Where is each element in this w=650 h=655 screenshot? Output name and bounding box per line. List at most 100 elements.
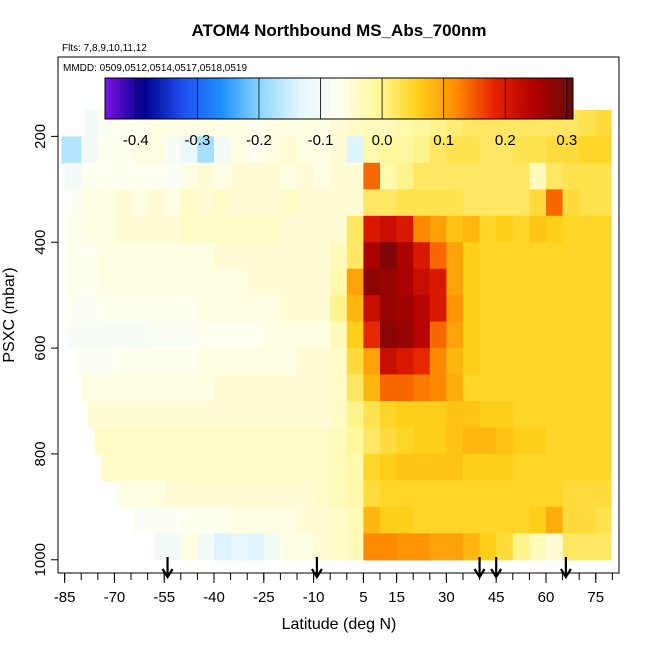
colorbar-segment <box>181 78 185 119</box>
heat-cell <box>131 401 149 429</box>
heat-cell <box>131 427 149 455</box>
heat-cell <box>280 348 298 376</box>
heat-cell <box>429 215 447 243</box>
colorbar-segment <box>409 78 413 119</box>
colorbar-segment <box>464 78 469 119</box>
heat-cell <box>247 162 265 190</box>
heat-cell <box>197 506 215 534</box>
heat-cell <box>64 162 82 190</box>
flight-marker-arrowhead <box>310 568 323 580</box>
heat-cell <box>479 533 497 561</box>
heat-cell <box>546 427 564 455</box>
heat-cell <box>214 136 232 164</box>
heat-cell <box>363 506 381 534</box>
colorbar-segment <box>537 78 542 119</box>
y-tick-label: 800 <box>32 441 49 466</box>
dates-note: MMDD: 0509,0512,0514,0517,0518,0519 <box>63 63 247 74</box>
heat-cell <box>263 215 281 243</box>
heat-cell <box>496 533 514 561</box>
heat-cell <box>396 533 414 561</box>
heat-cell <box>180 427 198 455</box>
heat-cell <box>280 506 298 534</box>
colorbar-segment <box>353 78 357 119</box>
heat-cell <box>446 453 464 481</box>
heat-cell <box>230 348 248 376</box>
heat-cell <box>446 348 464 376</box>
heat-cell <box>479 215 497 243</box>
colorbar-segment <box>488 78 492 119</box>
heat-cell <box>214 215 232 243</box>
heat-cell <box>197 401 215 429</box>
colorbar-segment <box>183 78 188 119</box>
colorbar-segment <box>219 78 223 119</box>
heat-cell <box>164 533 182 561</box>
colorbar-segment <box>491 78 495 119</box>
heat-cell <box>330 136 348 164</box>
heat-cell <box>164 480 182 508</box>
heat-cell <box>247 189 265 217</box>
heat-cell <box>197 453 215 481</box>
heat-cell <box>131 242 149 270</box>
colorbar-segment <box>330 78 334 119</box>
heat-cell <box>131 348 149 376</box>
heatmap-layer <box>61 109 612 561</box>
colorbar-segment <box>262 78 267 119</box>
heat-cell <box>562 242 580 270</box>
colorbar-segment <box>201 78 205 119</box>
heat-cell <box>380 506 398 534</box>
colorbar-segment <box>169 78 173 119</box>
heat-cell <box>413 321 431 349</box>
heat-cell <box>114 427 132 455</box>
heat-cell <box>81 374 99 402</box>
heat-cell <box>64 295 82 323</box>
heat-cell <box>247 506 265 534</box>
heat-cell <box>280 533 298 561</box>
x-tick-label: -55 <box>153 589 175 606</box>
heat-cell <box>97 162 115 190</box>
heat-cell <box>197 242 215 270</box>
heat-cell <box>164 295 182 323</box>
heat-cell <box>413 295 431 323</box>
heat-cell <box>446 268 464 296</box>
heat-cell <box>363 348 381 376</box>
heat-cell <box>512 242 530 270</box>
colorbar-segment <box>473 78 477 119</box>
heat-cell <box>114 242 132 270</box>
heat-cell <box>263 427 281 455</box>
colorbar-tick-label: -0.2 <box>246 132 272 149</box>
heat-cell <box>247 453 265 481</box>
heat-cell <box>131 215 149 243</box>
heat-cell <box>313 268 331 296</box>
heat-cell <box>346 480 364 508</box>
heat-cell <box>230 506 248 534</box>
heat-cell <box>297 480 315 508</box>
heat-cell <box>595 348 612 376</box>
heat-cell <box>97 242 115 270</box>
colorbar-segment <box>447 78 451 119</box>
colorbar-segment <box>458 78 463 119</box>
flight-marker-arrowhead <box>559 568 572 580</box>
heat-cell <box>529 242 547 270</box>
colorbar-segment <box>482 78 486 119</box>
heat-cell <box>479 427 497 455</box>
heat-cell <box>446 242 464 270</box>
heat-cell <box>346 136 364 164</box>
colorbar-segment <box>154 78 159 119</box>
heat-cell <box>230 321 248 349</box>
heat-cell <box>562 427 580 455</box>
colorbar-segment <box>397 78 401 119</box>
heat-cell <box>512 453 530 481</box>
heat-cell <box>114 401 132 429</box>
heat-cell <box>463 268 481 296</box>
heat-cell <box>380 295 398 323</box>
heat-cell <box>280 374 298 402</box>
heat-cell <box>68 321 82 349</box>
heat-cell <box>496 506 514 534</box>
colorbar-segment <box>303 78 308 119</box>
colorbar-segment <box>371 78 375 119</box>
heat-cell <box>313 242 331 270</box>
heat-cell <box>97 374 115 402</box>
heat-cell <box>214 162 232 190</box>
colorbar-segment <box>344 78 349 119</box>
heat-cell <box>396 215 414 243</box>
